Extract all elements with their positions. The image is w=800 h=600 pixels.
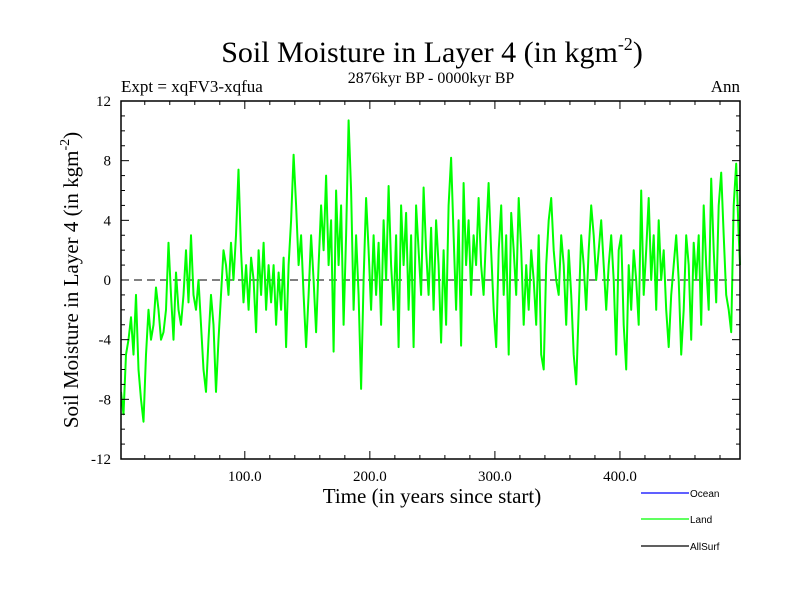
y-tick-label: 0 — [104, 273, 112, 289]
legend-label-ocean: Ocean — [690, 489, 719, 500]
y-tick-label: 8 — [104, 154, 112, 170]
x-tick-label: 100.0 — [228, 469, 262, 485]
chart-subtitle: 2876kyr BP - 0000kyr BP — [348, 70, 515, 87]
y-tick-label: -8 — [99, 392, 112, 408]
y-tick-label: 4 — [104, 213, 112, 229]
series-line-land — [121, 119, 741, 423]
x-tick-label: 200.0 — [353, 469, 387, 485]
y-tick-label: 12 — [96, 94, 111, 110]
legend-label-allsurf: AllSurf — [690, 542, 720, 553]
experiment-label: Expt = xqFV3-xqfua — [121, 77, 263, 96]
x-axis-label: Time (in years since start) — [323, 484, 542, 508]
y-tick-label: -4 — [99, 333, 112, 349]
legend: Ocean Land AllSurf — [641, 489, 720, 553]
legend-label-land: Land — [690, 515, 712, 526]
y-tick-label: -12 — [91, 452, 111, 468]
y-axis-label: Soil Moisture in Layer 4 (in kgm-2) — [58, 132, 83, 428]
chart-title: Soil Moisture in Layer 4 (in kgm-2) — [221, 34, 643, 69]
x-tick-label: 300.0 — [478, 469, 512, 485]
x-tick-label: 400.0 — [603, 469, 637, 485]
season-label: Ann — [711, 77, 741, 96]
